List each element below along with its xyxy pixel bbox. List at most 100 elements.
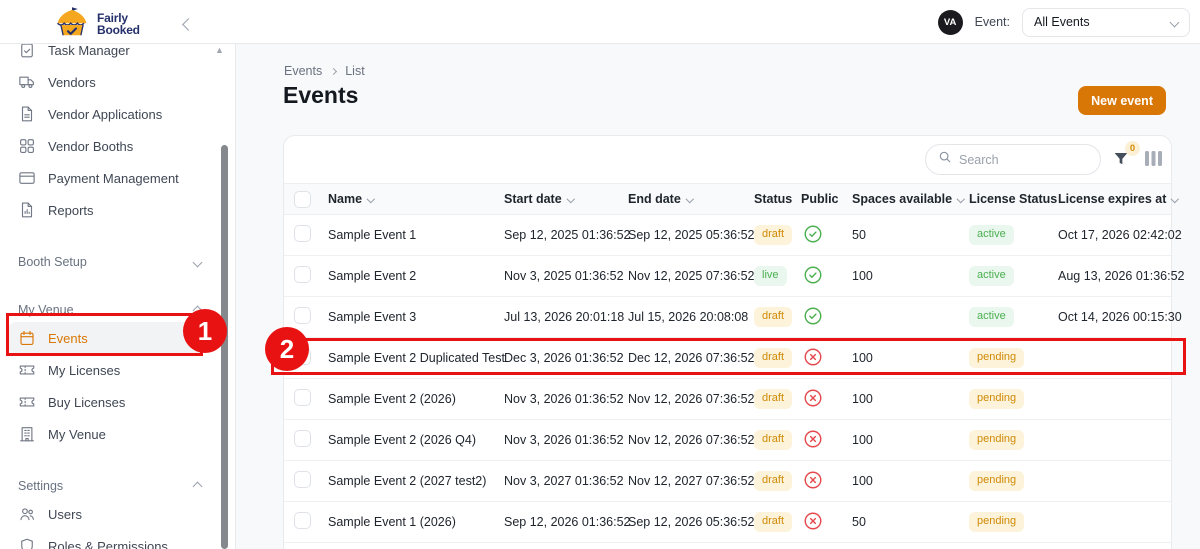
license-status-badge: active — [969, 266, 1014, 286]
event-name-cell: Sample Event 2 Duplicated Test — [328, 351, 505, 365]
sidebar-item-task-manager[interactable]: Task Manager — [8, 44, 207, 66]
license-status-cell: active — [969, 307, 1058, 327]
row-checkbox[interactable] — [294, 225, 311, 242]
sidebar-scrollbar-thumb[interactable] — [221, 145, 228, 549]
column-header-end-date[interactable]: End date — [628, 192, 754, 206]
column-header-spaces-available[interactable]: Spaces available — [852, 192, 969, 206]
row-checkbox[interactable] — [294, 307, 311, 324]
column-label: License Status — [969, 192, 1058, 206]
public-cross-icon — [803, 429, 823, 449]
scrollbar-up-arrow-icon[interactable]: ▲ — [215, 45, 224, 55]
chevron-up-icon — [192, 481, 203, 491]
sidebar-item-roles-permissions[interactable]: Roles & Permissions — [8, 530, 207, 549]
section-label: Booth Setup — [18, 255, 87, 269]
start-date-cell: Nov 3, 2026 01:36:52 — [504, 433, 624, 447]
spaces-cell: 100 — [852, 474, 873, 488]
sidebar-item-reports[interactable]: Reports — [8, 194, 207, 226]
sidebar-item-vendors[interactable]: Vendors — [8, 66, 207, 98]
start-date-cell: Nov 3, 2027 01:36:52 — [504, 474, 624, 488]
annotation-badge-2: 2 — [265, 327, 309, 371]
row-checkbox[interactable] — [294, 266, 311, 283]
row-checkbox[interactable] — [294, 430, 311, 447]
license-status-badge: active — [969, 307, 1014, 327]
license-status-cell: pending — [969, 471, 1058, 491]
public-check-icon — [803, 265, 823, 285]
status-badge: draft — [754, 389, 793, 409]
table-row[interactable]: Sample Event 3 Jul 13, 2026 20:01:18 Jul… — [284, 297, 1182, 338]
filter-funnel-icon[interactable] — [1112, 150, 1130, 173]
sidebar-item-events[interactable]: Events — [8, 322, 207, 354]
table-row[interactable]: Sample Event 2 (2026 Q4) Nov 3, 2026 01:… — [284, 420, 1171, 461]
event-selector[interactable]: All Events — [1022, 7, 1190, 37]
sidebar: Task Manager Vendors Vendor Applications Ve… — [0, 44, 236, 549]
sidebar-item-buy-licenses[interactable]: Buy Licenses — [8, 386, 207, 418]
annotation-rect-table-row — [271, 338, 1186, 375]
grid-icon — [18, 137, 36, 155]
shield-icon — [18, 537, 36, 549]
table-row[interactable]: Sample Event 2 (2026) Nov 3, 2026 01:36:… — [284, 379, 1171, 420]
column-label: License expires at — [1058, 192, 1167, 206]
table-row[interactable]: Sample Event 2 (2027 test2) Nov 3, 2027 … — [284, 461, 1171, 502]
select-all-checkbox[interactable] — [294, 190, 311, 208]
logo-wordmark: Fairly Booked — [97, 10, 140, 37]
status-badge: live — [754, 266, 787, 286]
sidebar-item-users[interactable]: Users — [8, 498, 207, 530]
sidebar-nav: Task Manager Vendors Vendor Applications Ve… — [0, 44, 235, 549]
public-cross-icon — [803, 388, 823, 408]
public-cell — [801, 470, 852, 493]
row-checkbox-cell — [284, 430, 328, 450]
column-label: Spaces available — [852, 192, 953, 206]
sidebar-item-vendor-booths[interactable]: Vendor Booths — [8, 130, 207, 162]
expires-cell: Oct 17, 2026 02:42:02 — [1058, 228, 1182, 242]
event-selector-value: All Events — [1034, 15, 1090, 29]
public-cell — [801, 388, 852, 411]
sidebar-section-settings[interactable]: Settings — [0, 474, 235, 498]
column-header-license-expires-at[interactable]: License expires at — [1058, 192, 1180, 206]
table-row[interactable]: Sample Event 1 Sep 12, 2025 01:36:52 Sep… — [284, 215, 1182, 256]
column-label: Start date — [504, 192, 562, 206]
calendar-icon — [18, 329, 36, 347]
column-header-start-date[interactable]: Start date — [504, 192, 628, 206]
sidebar-item-my-licenses[interactable]: My Licenses — [8, 354, 207, 386]
table-row[interactable]: Sample Event 1 (2026) Sep 12, 2026 01:36… — [284, 502, 1171, 543]
license-status-badge: pending — [969, 348, 1025, 368]
status-cell: draft — [754, 348, 801, 368]
public-cell — [801, 265, 852, 288]
event-name-cell: Sample Event 2 (2027 test2) — [328, 474, 487, 488]
column-header-status: Status — [754, 192, 801, 206]
breadcrumb-list[interactable]: List — [345, 64, 365, 78]
start-date-cell: Dec 3, 2026 01:36:52 — [504, 351, 624, 365]
end-date-cell: Nov 12, 2025 07:36:52 — [628, 269, 755, 283]
avatar[interactable]: VA — [937, 9, 963, 35]
license-status-badge: pending — [969, 471, 1025, 491]
row-checkbox[interactable] — [294, 389, 311, 406]
sidebar-collapse-button[interactable] — [182, 16, 195, 34]
public-cell — [801, 429, 852, 452]
breadcrumb-events[interactable]: Events — [284, 64, 323, 78]
license-status-cell: active — [969, 225, 1058, 245]
row-checkbox[interactable] — [294, 512, 311, 529]
row-checkbox-cell — [284, 471, 328, 491]
sidebar-item-my-venue[interactable]: My Venue — [8, 418, 207, 450]
columns-icon[interactable] — [1145, 151, 1162, 171]
column-label: End date — [628, 192, 681, 206]
row-checkbox[interactable] — [294, 471, 311, 488]
new-event-button[interactable]: New event — [1078, 86, 1166, 115]
truck-icon — [18, 73, 36, 91]
ticket-icon — [18, 393, 36, 411]
end-date-cell: Jul 15, 2026 20:08:08 — [628, 310, 749, 324]
start-date-cell: Nov 3, 2025 01:36:52 — [504, 269, 624, 283]
table-row[interactable]: Sample Event 2 Nov 3, 2025 01:36:52 Nov … — [284, 256, 1185, 297]
search-input[interactable] — [959, 152, 1079, 167]
row-checkbox-cell — [284, 266, 328, 286]
search-icon — [938, 150, 952, 169]
app-logo[interactable]: Fairly Booked — [54, 5, 140, 42]
sidebar-item-payment-management[interactable]: Payment Management — [8, 162, 207, 194]
search-input-wrapper[interactable] — [925, 144, 1101, 175]
sidebar-section-booth-setup[interactable]: Booth Setup — [0, 250, 235, 274]
spaces-cell: 100 — [852, 269, 873, 283]
sidebar-item-vendor-applications[interactable]: Vendor Applications — [8, 98, 207, 130]
table-body: Sample Event 1 Sep 12, 2025 01:36:52 Sep… — [284, 215, 1185, 543]
column-header-name[interactable]: Name — [328, 192, 504, 206]
